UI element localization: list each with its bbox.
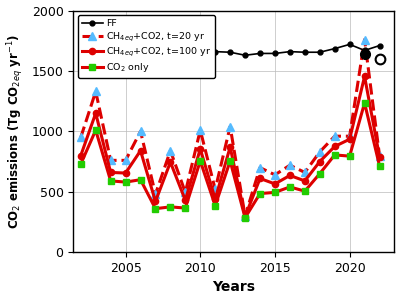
CH$_{4eq}$+CO2, t=20 yr (198, 128, 203, 132)
CH$_{4eq}$+CO2, t=20 yr (288, 164, 292, 167)
CH$_{4eq}$+CO2, t=20 yr (317, 150, 322, 154)
CO$_2$ only (377, 164, 382, 168)
CH$_{4eq}$+CO2, t=20 yr (347, 134, 352, 138)
FF (153, 58, 158, 61)
CO$_2$ only (213, 204, 218, 208)
CO$_2$ only (138, 178, 143, 181)
CH$_{4eq}$+CO2, t=100 yr (332, 145, 337, 148)
Line: FF: FF (78, 37, 382, 64)
CH$_{4eq}$+CO2, t=20 yr (377, 154, 382, 157)
Line: CH$_{4eq}$+CO2, t=100 yr: CH$_{4eq}$+CO2, t=100 yr (78, 73, 383, 220)
FF (243, 53, 248, 57)
CO$_2$ only (272, 190, 277, 194)
FF (108, 46, 113, 50)
CO$_2$ only (153, 207, 158, 211)
CH$_{4eq}$+CO2, t=100 yr (362, 75, 367, 78)
CO$_2$ only (243, 216, 248, 220)
CO$_2$ only (302, 189, 307, 193)
FF (377, 44, 382, 47)
FF (317, 50, 322, 54)
CH$_{4eq}$+CO2, t=20 yr (153, 192, 158, 196)
CH$_{4eq}$+CO2, t=20 yr (243, 214, 248, 218)
CH$_{4eq}$+CO2, t=100 yr (183, 198, 188, 202)
CH$_{4eq}$+CO2, t=100 yr (302, 179, 307, 183)
CH$_{4eq}$+CO2, t=20 yr (258, 166, 262, 169)
CH$_{4eq}$+CO2, t=100 yr (347, 137, 352, 141)
FF (228, 50, 232, 54)
CO$_2$ only (258, 192, 262, 195)
CO$_2$ only (332, 153, 337, 157)
Line: CH$_{4eq}$+CO2, t=20 yr: CH$_{4eq}$+CO2, t=20 yr (77, 35, 384, 220)
CH$_{4eq}$+CO2, t=20 yr (78, 136, 83, 139)
CH$_{4eq}$+CO2, t=100 yr (243, 215, 248, 218)
FF (213, 50, 218, 53)
CH$_{4eq}$+CO2, t=20 yr (168, 149, 173, 152)
FF (362, 49, 367, 52)
CH$_{4eq}$+CO2, t=20 yr (302, 171, 307, 174)
FF (198, 47, 203, 51)
CH$_{4eq}$+CO2, t=100 yr (288, 174, 292, 177)
FF (258, 52, 262, 55)
Y-axis label: CO$_2$ emissions (Tg CO$_{2eq}$ yr$^{-1}$): CO$_2$ emissions (Tg CO$_{2eq}$ yr$^{-1}… (6, 34, 26, 229)
CH$_{4eq}$+CO2, t=100 yr (198, 147, 203, 151)
CH$_{4eq}$+CO2, t=100 yr (138, 149, 143, 152)
CH$_{4eq}$+CO2, t=100 yr (123, 171, 128, 175)
CH$_{4eq}$+CO2, t=100 yr (78, 154, 83, 157)
CO$_2$ only (93, 128, 98, 132)
CO$_2$ only (288, 185, 292, 189)
CH$_{4eq}$+CO2, t=100 yr (317, 160, 322, 164)
FF (78, 43, 83, 46)
CH$_{4eq}$+CO2, t=20 yr (228, 125, 232, 128)
CO$_2$ only (347, 154, 352, 158)
FF (138, 60, 143, 64)
CO$_2$ only (317, 172, 322, 175)
FF (183, 51, 188, 55)
CH$_{4eq}$+CO2, t=100 yr (108, 171, 113, 174)
CH$_{4eq}$+CO2, t=20 yr (213, 188, 218, 191)
FF (123, 49, 128, 52)
CH$_{4eq}$+CO2, t=20 yr (183, 190, 188, 194)
FF (93, 38, 98, 41)
CO$_2$ only (228, 159, 232, 163)
FF (288, 50, 292, 53)
CH$_{4eq}$+CO2, t=100 yr (213, 197, 218, 201)
CO$_2$ only (183, 206, 188, 210)
CH$_{4eq}$+CO2, t=100 yr (93, 111, 98, 115)
CH$_{4eq}$+CO2, t=100 yr (228, 145, 232, 149)
CO$_2$ only (168, 205, 173, 209)
CH$_{4eq}$+CO2, t=20 yr (138, 130, 143, 133)
X-axis label: Years: Years (212, 280, 255, 294)
FF (168, 53, 173, 57)
CO$_2$ only (108, 179, 113, 183)
CH$_{4eq}$+CO2, t=20 yr (362, 38, 367, 41)
FF (347, 43, 352, 46)
CH$_{4eq}$+CO2, t=100 yr (272, 182, 277, 186)
CH$_{4eq}$+CO2, t=20 yr (272, 173, 277, 177)
FF (332, 47, 337, 50)
CO$_2$ only (78, 162, 83, 166)
CH$_{4eq}$+CO2, t=20 yr (93, 90, 98, 93)
CH$_{4eq}$+CO2, t=20 yr (123, 159, 128, 162)
Legend: FF, CH$_{4eq}$+CO2, t=20 yr, CH$_{4eq}$+CO2, t=100 yr, CO$_2$ only: FF, CH$_{4eq}$+CO2, t=20 yr, CH$_{4eq}$+… (78, 15, 215, 78)
CO$_2$ only (123, 180, 128, 184)
CH$_{4eq}$+CO2, t=100 yr (258, 177, 262, 180)
FF (302, 50, 307, 54)
FF (272, 52, 277, 55)
CH$_{4eq}$+CO2, t=100 yr (377, 155, 382, 158)
CH$_{4eq}$+CO2, t=20 yr (332, 134, 337, 138)
CO$_2$ only (362, 101, 367, 105)
CO$_2$ only (198, 159, 203, 163)
CH$_{4eq}$+CO2, t=20 yr (108, 159, 113, 162)
CH$_{4eq}$+CO2, t=100 yr (168, 160, 173, 164)
Line: CO$_2$ only: CO$_2$ only (78, 100, 383, 221)
CH$_{4eq}$+CO2, t=100 yr (153, 200, 158, 203)
